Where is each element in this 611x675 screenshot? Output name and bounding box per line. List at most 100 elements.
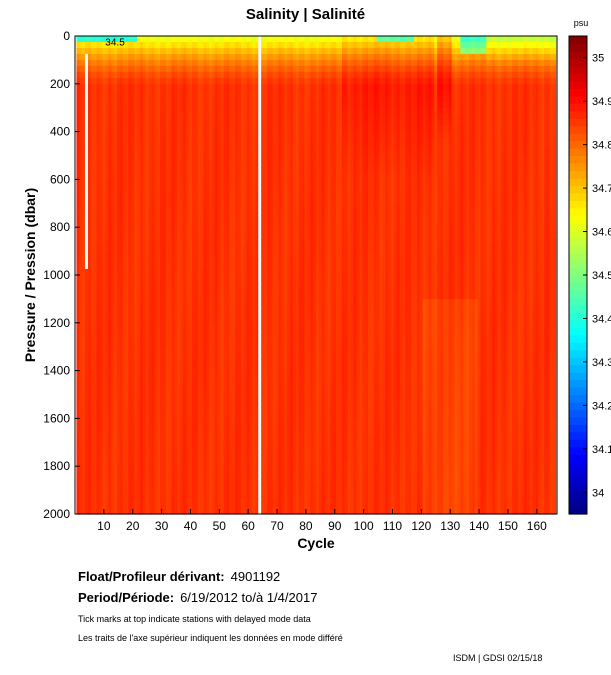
- heatmap-cell: [151, 95, 155, 103]
- heatmap-cell: [212, 191, 216, 198]
- heatmap-cell: [203, 298, 207, 306]
- heatmap-cell: [246, 286, 251, 294]
- heatmap-cell: [203, 83, 207, 91]
- heatmap-cell: [148, 478, 153, 485]
- heatmap-cell: [119, 304, 124, 312]
- heatmap-cell: [214, 286, 219, 294]
- heatmap-cell: [249, 340, 254, 348]
- heatmap-cell: [102, 454, 106, 461]
- heatmap-cell: [177, 179, 181, 186]
- heatmap-cell: [85, 376, 89, 384]
- heatmap-cell: [79, 358, 83, 366]
- heatmap-cell: [157, 508, 161, 515]
- heatmap-cell: [174, 478, 179, 485]
- heatmap-cell: [200, 143, 205, 151]
- heatmap-cell: [189, 125, 193, 133]
- heatmap-cell: [209, 95, 213, 103]
- heatmap-cell: [116, 388, 121, 396]
- heatmap-cell: [238, 322, 242, 330]
- heatmap-cell: [137, 101, 141, 109]
- heatmap-cell: [212, 41, 216, 49]
- heatmap-cell: [246, 131, 251, 139]
- heatmap-cell: [151, 65, 155, 73]
- heatmap-cell: [226, 322, 231, 330]
- heatmap-cell: [93, 65, 98, 73]
- heatmap-cell: [128, 448, 132, 455]
- heatmap-cell: [151, 394, 155, 402]
- heatmap-cell: [163, 304, 167, 312]
- heatmap-cell: [226, 370, 231, 378]
- heatmap-cell: [223, 484, 228, 491]
- heatmap-cell: [209, 406, 213, 414]
- heatmap-cell: [119, 448, 124, 455]
- heatmap-cell: [183, 185, 187, 192]
- heatmap-cell: [223, 107, 228, 115]
- heatmap-cell: [235, 119, 239, 127]
- heatmap-cell: [125, 460, 129, 467]
- heatmap-cell: [214, 472, 219, 479]
- heatmap-cell: [217, 47, 222, 55]
- heatmap-cell: [229, 155, 233, 163]
- heatmap-cell: [249, 406, 254, 414]
- heatmap-cell: [246, 41, 251, 49]
- heatmap-cell: [134, 77, 138, 85]
- heatmap-cell: [168, 197, 173, 204]
- heatmap-cell: [189, 340, 193, 348]
- heatmap-cell: [168, 53, 173, 61]
- heatmap-cell: [252, 280, 256, 288]
- heatmap-cell: [82, 233, 86, 240]
- heatmap-cell: [116, 239, 121, 246]
- heatmap-cell: [252, 269, 256, 276]
- heatmap-cell: [137, 119, 141, 127]
- heatmap-cell: [191, 107, 196, 115]
- heatmap-cell: [145, 53, 150, 61]
- heatmap-cell: [220, 316, 225, 324]
- heatmap-cell: [85, 436, 89, 443]
- heatmap-cell: [111, 245, 115, 252]
- heatmap-cell: [102, 316, 106, 324]
- heatmap-cell: [131, 310, 135, 318]
- heatmap-cell: [137, 508, 141, 515]
- heatmap-cell: [191, 412, 196, 420]
- heatmap-cell: [180, 322, 184, 330]
- heatmap-cell: [214, 77, 219, 85]
- heatmap-cell: [209, 502, 213, 509]
- heatmap-cell: [102, 496, 106, 503]
- heatmap-cell: [191, 167, 196, 175]
- heatmap-cell: [79, 203, 83, 210]
- heatmap-cell: [214, 209, 219, 216]
- heatmap-cell: [96, 131, 101, 139]
- heatmap-cell: [99, 47, 104, 55]
- heatmap-cell: [174, 376, 179, 384]
- heatmap-cell: [249, 418, 254, 425]
- heatmap-cell: [157, 418, 161, 425]
- heatmap-cell: [137, 143, 141, 151]
- heatmap-cell: [226, 167, 231, 175]
- heatmap-cell: [113, 484, 118, 491]
- heatmap-cell: [243, 472, 248, 479]
- heatmap-cell: [108, 340, 112, 348]
- heatmap-cell: [79, 101, 83, 109]
- heatmap-cell: [212, 137, 216, 145]
- heatmap-cell: [189, 346, 193, 354]
- heatmap-cell: [191, 155, 196, 163]
- heatmap-cell: [142, 227, 147, 234]
- heatmap-cell: [122, 496, 127, 503]
- heatmap-cell: [217, 358, 222, 366]
- heatmap-cell: [203, 376, 207, 384]
- heatmap-cell: [174, 71, 179, 79]
- heatmap-cell: [79, 77, 83, 85]
- heatmap-cell: [223, 304, 228, 312]
- heatmap-cell: [125, 77, 129, 85]
- heatmap-cell: [137, 460, 141, 467]
- heatmap-cell: [99, 376, 104, 384]
- heatmap-cell: [203, 197, 207, 204]
- heatmap-cell: [217, 155, 222, 163]
- heatmap-cell: [191, 466, 196, 473]
- heatmap-cell: [203, 167, 207, 175]
- heatmap-cell: [154, 185, 158, 192]
- heatmap-cell: [203, 143, 207, 151]
- heatmap-cell: [191, 418, 196, 425]
- heatmap-cell: [139, 430, 144, 437]
- heatmap-cell: [240, 496, 245, 503]
